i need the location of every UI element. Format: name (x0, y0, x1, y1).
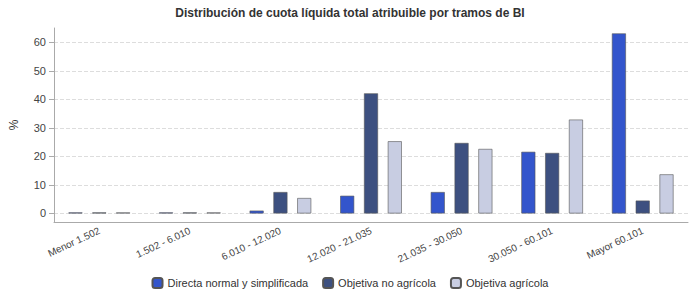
svg-text:Distribución de cuota líquida: Distribución de cuota líquida total atri… (175, 6, 524, 20)
svg-text:30.050 - 60.101: 30.050 - 60.101 (486, 225, 554, 265)
svg-text:21.035 - 30.050: 21.035 - 30.050 (396, 225, 464, 265)
svg-text:10: 10 (34, 179, 46, 191)
svg-text:6.010 - 12.020: 6.010 - 12.020 (220, 225, 283, 262)
svg-text:12.020 - 21.035: 12.020 - 21.035 (305, 225, 373, 265)
svg-text:40: 40 (34, 93, 46, 105)
svg-text:0: 0 (40, 207, 46, 219)
svg-text:%: % (7, 119, 21, 130)
svg-text:30: 30 (34, 122, 46, 134)
svg-text:1.502 - 6.010: 1.502 - 6.010 (134, 225, 192, 260)
svg-text:Menor 1.502: Menor 1.502 (46, 225, 102, 259)
svg-text:Objetiva agrícola: Objetiva agrícola (466, 277, 549, 289)
svg-text:Mayor 60.101: Mayor 60.101 (585, 225, 645, 261)
svg-text:60: 60 (34, 36, 46, 48)
svg-text:Objetiva no agrícola: Objetiva no agrícola (338, 277, 437, 289)
svg-text:20: 20 (34, 150, 46, 162)
svg-text:Directa normal y simplificada: Directa normal y simplificada (168, 277, 309, 289)
svg-text:50: 50 (34, 65, 46, 77)
